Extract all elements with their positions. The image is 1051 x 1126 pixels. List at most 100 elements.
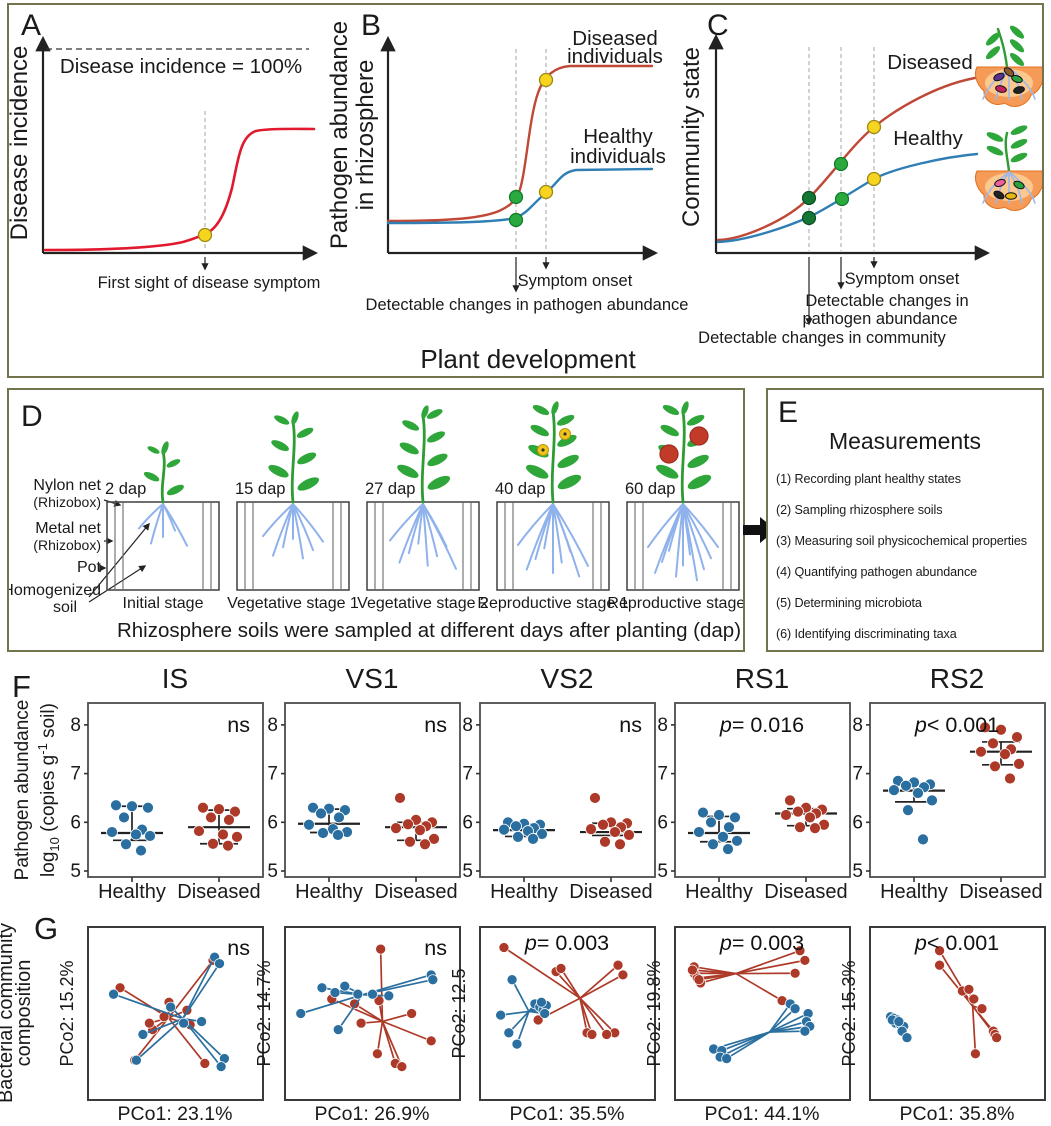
microbe-icon (1003, 67, 1015, 77)
diseased-data-point (205, 811, 217, 824)
leaf (656, 464, 679, 479)
leaf (291, 411, 299, 425)
diseased-sample-point (976, 1003, 988, 1015)
healthy-sample-point (165, 1001, 176, 1013)
category-label-Healthy: Healthy (98, 881, 166, 903)
root-strand (647, 503, 684, 549)
diseased-spider-line (971, 1006, 977, 1054)
healthy-sample-point (506, 974, 518, 986)
significance-label: ns (619, 713, 642, 737)
leaf (1010, 152, 1028, 163)
diseased-data-point (979, 721, 991, 734)
diseased-label: Diseased (887, 51, 972, 74)
root-strand (552, 503, 589, 567)
healthy-data-point (693, 826, 705, 838)
healthy-sample-point (511, 1038, 523, 1050)
diseased-data-point (609, 826, 621, 838)
healthy-sample-point (214, 958, 225, 969)
y-tick-label: 5 (70, 861, 81, 882)
diseased-data-point (404, 835, 416, 848)
healthy-data-point (315, 807, 327, 820)
healthy-sample-point (352, 988, 364, 1000)
significance-label: ns (424, 713, 447, 737)
leaf (530, 424, 549, 437)
plot-frame (869, 702, 1046, 878)
panel-b-label: B (361, 9, 381, 42)
plot-frame (479, 926, 656, 1101)
healthy-individuals-curve (386, 167, 654, 225)
stem (160, 450, 166, 504)
pcoa-plot-VS1: PCo2: 14.7% PCo1: 26.9% ns (254, 926, 461, 1125)
root-strand (292, 503, 324, 543)
disease-incidence-100-label: Disease incidence = 100% (60, 55, 302, 78)
dap-label: 27 dap (365, 480, 415, 498)
diseased-spider-line (579, 997, 616, 1034)
healthy-sample-point (137, 1029, 149, 1040)
healthy-data-point (912, 787, 924, 799)
measurement-item-6: (6) Identifying discriminating taxa (776, 627, 957, 641)
healthy-sample-point (295, 1008, 307, 1019)
diseased-data-point (995, 723, 1007, 736)
stage-name-label: Reproductive stage 1 (477, 595, 628, 612)
diseased-data-point (975, 745, 987, 758)
healthy-sample-point (108, 988, 119, 1000)
pathogen-plot-IS: IS 8 7 6 5 Healthy Diseased ns (70, 663, 264, 903)
y-tick-label: 5 (852, 861, 863, 882)
diseased-sample-point (799, 955, 811, 966)
diseased-sample-point (425, 1035, 437, 1047)
root-strand (162, 503, 188, 547)
panel-d-caption: Rhizosphere soils were sampled at differ… (117, 619, 741, 642)
leaf (1009, 39, 1025, 53)
plot-title-VS2: VS2 (541, 663, 594, 694)
leaf (166, 484, 184, 496)
detectable-pathogen-annotation: pathogen abundance (802, 310, 957, 328)
healthy-sample-point (789, 1003, 801, 1015)
plot-title-RS2: RS2 (930, 663, 984, 694)
symptom-onset-annotation: Symptom onset (518, 272, 633, 290)
pcoa-plot-VS2: PCo2: 12.5 PCo1: 35.5% p= 0.003 (449, 926, 656, 1125)
category-label-Diseased: Diseased (374, 881, 457, 903)
healthy-spider-line (726, 1031, 771, 1060)
healthy-spider-line (300, 994, 363, 1015)
root-strand (422, 503, 429, 567)
plot-frame (284, 702, 461, 878)
healthy-sample-point (196, 1016, 207, 1027)
diseased-plant-icon (985, 25, 1025, 69)
leaf (557, 434, 577, 447)
healthy-data-point (888, 784, 900, 797)
diseased-data-point (213, 803, 225, 816)
healthy-sample-point (799, 1025, 811, 1037)
pco2-axis-label: PCo2: 15.2% (57, 960, 77, 1066)
diseased-data-point (207, 837, 219, 850)
dap-label: 40 dap (495, 480, 545, 498)
diseased-sample-point (693, 974, 705, 986)
healthy-data-point (510, 820, 522, 833)
microbe-icon (995, 85, 1007, 93)
healthy-sample-point (329, 987, 341, 998)
leaf (1009, 25, 1025, 39)
diseased-spider-line (735, 972, 783, 1002)
leaf (557, 414, 575, 426)
diseased-data-point (780, 809, 792, 821)
leaf (985, 46, 1001, 60)
healthy-sample-point (178, 1017, 189, 1029)
healthy-sample-point (503, 1027, 515, 1039)
root-strand (138, 503, 164, 530)
healthy-individuals-label: Healthy (583, 125, 653, 148)
healthy-spider-line (769, 1012, 809, 1033)
plot-frame (87, 702, 264, 878)
y-tick-label: 6 (657, 812, 668, 833)
homogenized-soil-label: soil (53, 599, 77, 616)
diseased-data-point (597, 818, 609, 831)
healthy-data-point (512, 831, 524, 843)
diseased-data-point (987, 737, 999, 750)
root-strand (682, 503, 719, 549)
pco1-axis-label: PCo1: 23.1% (118, 1103, 233, 1125)
healthy-data-point (135, 844, 147, 857)
leaf (1010, 139, 1028, 149)
diseased-sample-point (789, 967, 801, 979)
diseased-sample-point (375, 943, 386, 955)
diseased-sample-point (396, 1061, 408, 1072)
pco1-axis-label: PCo1: 35.8% (900, 1103, 1015, 1125)
category-label-Diseased: Diseased (569, 881, 652, 903)
